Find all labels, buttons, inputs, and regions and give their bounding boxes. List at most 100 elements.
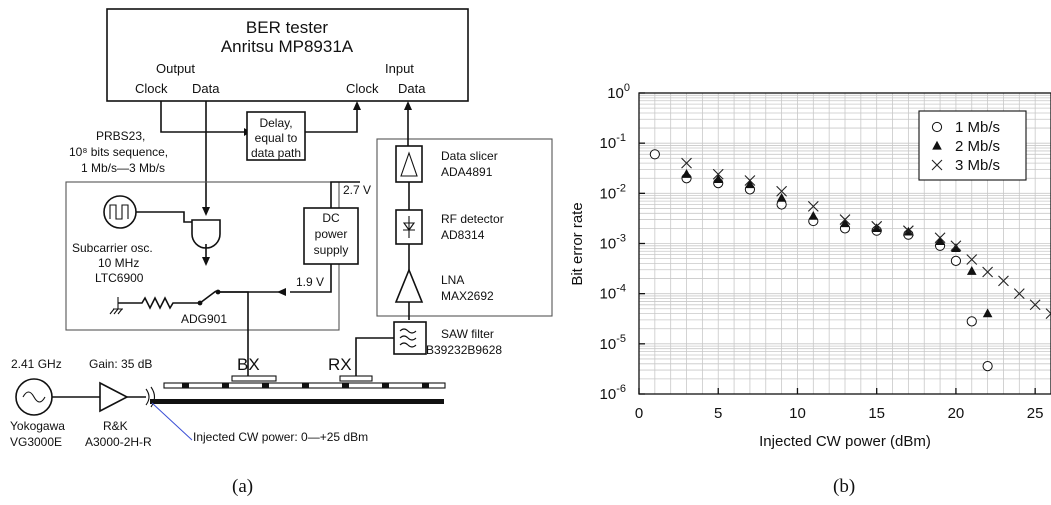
lna-line-1: LNA: [441, 273, 464, 287]
x-tick-label: 5: [714, 405, 722, 422]
bx-label: BX: [237, 355, 260, 374]
chart-points: [649, 149, 1051, 372]
y-axis-label: Bit error rate: [569, 202, 586, 285]
x-tick-label: 0: [635, 405, 643, 422]
data-point-cross: [982, 266, 994, 278]
subcarrier-line-1: Subcarrier osc.: [72, 241, 153, 255]
ber-chart: 0 5 10 15 20 25 100 10-1 10-2 10-3 10-4 10-5 10-6 1 …: [569, 82, 1051, 497]
injected-label: Injected CW power: 0—+25 dBm: [193, 430, 368, 444]
delay-line-1: Delay,: [259, 116, 292, 130]
delay-line-2: equal to: [255, 131, 298, 145]
data-point-cross: [902, 225, 914, 237]
gen-line-1: Yokogawa: [10, 419, 65, 433]
data-point-cross: [712, 168, 724, 180]
subcarrier-line-2: 10 MHz: [98, 256, 139, 270]
y-tick-label: 10-6: [600, 383, 626, 403]
data-point-cross: [839, 214, 851, 225]
caption-b: (b): [833, 476, 855, 497]
amp-line-2: A3000-2H-R: [85, 435, 152, 449]
data-point-triangle: [776, 192, 787, 202]
clock-line-in: [300, 106, 358, 133]
ber-tester-model: Anritsu MP8931A: [221, 37, 354, 56]
ber-clock-in-label: Clock: [346, 81, 379, 96]
legend-label: 2 Mb/s: [955, 138, 1000, 155]
legend-label: 1 Mb/s: [955, 119, 1000, 136]
data-point-triangle: [871, 223, 882, 232]
diode-icon: [402, 216, 416, 238]
lna-icon: [394, 267, 424, 303]
dc-power-supply-box: [303, 207, 359, 265]
rfdet-line-2: AD8314: [441, 228, 485, 242]
square-wave-icon: [109, 204, 129, 220]
x-tick-label: 25: [1027, 405, 1044, 422]
data-point-triangle: [840, 218, 850, 228]
legend-marker-cross: [931, 159, 943, 171]
injected-pointer-line: [151, 402, 193, 441]
resistor: [118, 296, 198, 310]
and-gate: [191, 219, 221, 249]
dc-27-line: [330, 181, 360, 208]
v27-label: 2.7 V: [343, 183, 371, 197]
chart-grid: [639, 92, 1051, 395]
legend-label: 3 Mb/s: [955, 157, 1000, 174]
bias-arrow: [277, 288, 286, 296]
ber-clock-out-label: Clock: [135, 81, 168, 96]
amplifier-icon: [99, 381, 129, 413]
chart-ticks: 0 5 10 15 20 25 100 10-1 10-2 10-3 10-4 10-5 10-6: [600, 82, 1044, 422]
data-point-circle: [950, 255, 962, 266]
y-tick-label: 100: [607, 82, 630, 102]
data-point-cross: [681, 157, 692, 169]
lna-line-2: MAX2692: [441, 289, 494, 303]
x-tick-label: 10: [789, 405, 806, 422]
ber-data-in-label: Data: [398, 81, 426, 96]
saw-line-1: SAW filter: [441, 327, 494, 341]
y-tick-label: 10-5: [600, 333, 626, 353]
prbs-line-2: 10⁸ bits sequence,: [69, 145, 168, 159]
gate-arrow: [202, 257, 210, 266]
ber-tester-title: BER tester: [246, 18, 329, 37]
data-arrow: [202, 207, 210, 216]
ber-tester-box: [106, 8, 469, 102]
data-point-circle: [649, 149, 660, 160]
block-diagram: BER tester Anritsu MP8931A Output Input …: [10, 8, 553, 497]
data-point-triangle: [951, 243, 961, 252]
strip-marks: [182, 383, 429, 388]
ber-input-label: Input: [385, 61, 414, 76]
freq-label: 2.41 GHz: [11, 357, 62, 371]
clock-line-out: [160, 101, 244, 133]
dc-line-3: supply: [314, 243, 349, 257]
sine-icon: [22, 391, 46, 403]
ber-data-out-label: Data: [192, 81, 220, 96]
data-point-triangle: [745, 179, 755, 189]
caption-a: (a): [232, 476, 253, 497]
dc-19-line: [290, 264, 332, 293]
antenna-probe-icon: [145, 386, 156, 408]
chart-legend: 1 Mb/s 2 Mb/s 3 Mb/s: [918, 110, 1027, 181]
y-tick-label: 10-4: [600, 283, 626, 303]
data-point-circle: [966, 316, 977, 327]
clock-in-arrow: [353, 101, 361, 110]
slicer-line-2: ADA4891: [441, 165, 493, 179]
filter-icon: [399, 328, 417, 348]
prbs-line-3: 1 Mb/s—3 Mb/s: [81, 161, 165, 175]
data-point-cross: [776, 185, 788, 197]
comparator-icon: [400, 151, 418, 177]
legend-marker-circle: [931, 121, 943, 133]
osc-to-gate-line: [136, 211, 196, 223]
rx-label: RX: [328, 355, 352, 374]
data-point-cross: [1029, 299, 1041, 311]
data-point-cross: [871, 220, 883, 232]
x-tick-label: 20: [948, 405, 965, 422]
data-point-triangle: [681, 169, 692, 178]
data-point-triangle: [808, 211, 819, 220]
v19-label: 1.9 V: [296, 275, 324, 289]
data-point-cross: [934, 232, 946, 244]
rx-coupler: [339, 375, 373, 382]
switch-label: ADG901: [181, 312, 227, 326]
y-tick-label: 10-2: [600, 182, 626, 202]
y-tick-label: 10-3: [600, 233, 626, 253]
data-point-triangle: [935, 236, 945, 246]
receiver-group: [376, 138, 553, 317]
ground-plane: [150, 399, 444, 404]
x-axis-label: Injected CW power (dBm): [759, 433, 931, 450]
